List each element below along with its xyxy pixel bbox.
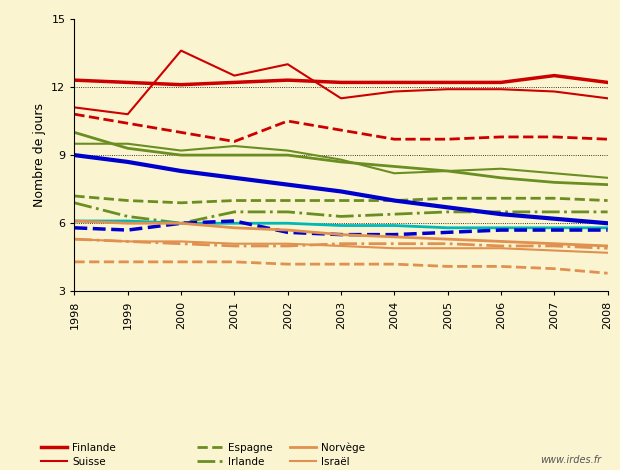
Legend: Finlande, Suisse, Allemagne, Royaume-Uni, République slovaque, Espagne, Irlande,: Finlande, Suisse, Allemagne, Royaume-Uni… bbox=[37, 439, 378, 470]
Text: www.irdes.fr: www.irdes.fr bbox=[540, 455, 601, 465]
Y-axis label: Nombre de jours: Nombre de jours bbox=[33, 103, 46, 207]
